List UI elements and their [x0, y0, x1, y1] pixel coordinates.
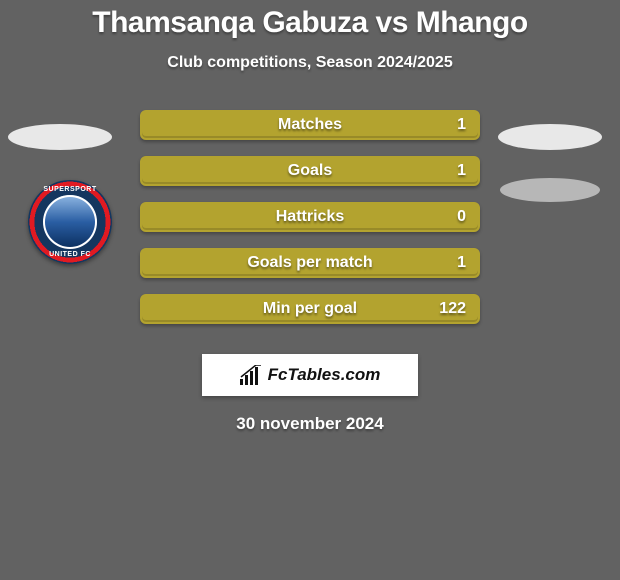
- club-badge: SUPERSPORT UNITED FC: [28, 180, 112, 264]
- stat-bar: Matches 1: [140, 110, 480, 140]
- decorative-ellipse-0: [8, 124, 112, 150]
- bar-chart-icon: [240, 365, 262, 385]
- date-label: 30 november 2024: [0, 414, 620, 434]
- stat-bar-value: 1: [457, 116, 466, 134]
- stat-bar-label: Matches: [278, 116, 342, 134]
- stat-bar: Goals 1: [140, 156, 480, 186]
- stat-bar-label: Goals: [288, 162, 332, 180]
- decorative-ellipse-1: [498, 124, 602, 150]
- stat-bar-value: 0: [457, 208, 466, 226]
- stat-bar: Hattricks 0: [140, 202, 480, 232]
- subtitle: Club competitions, Season 2024/2025: [0, 54, 620, 72]
- stat-bar-value: 1: [457, 162, 466, 180]
- fctables-logo-text: FcTables.com: [268, 365, 381, 385]
- decorative-ellipse-2: [500, 178, 600, 202]
- club-badge-inner: [43, 195, 97, 249]
- stat-bar-label: Hattricks: [276, 208, 344, 226]
- stat-bar-value: 1: [457, 254, 466, 272]
- stat-bar-value: 122: [439, 300, 466, 318]
- stat-bar: Goals per match 1: [140, 248, 480, 278]
- stat-bar-label: Min per goal: [263, 300, 357, 318]
- badge-bottom-text: UNITED FC: [49, 251, 91, 258]
- badge-top-text: SUPERSPORT: [43, 186, 96, 193]
- stat-bar: Min per goal 122: [140, 294, 480, 324]
- fctables-logo: FcTables.com: [202, 354, 418, 396]
- page-title: Thamsanqa Gabuza vs Mhango: [0, 0, 620, 40]
- stat-bar-label: Goals per match: [247, 254, 372, 272]
